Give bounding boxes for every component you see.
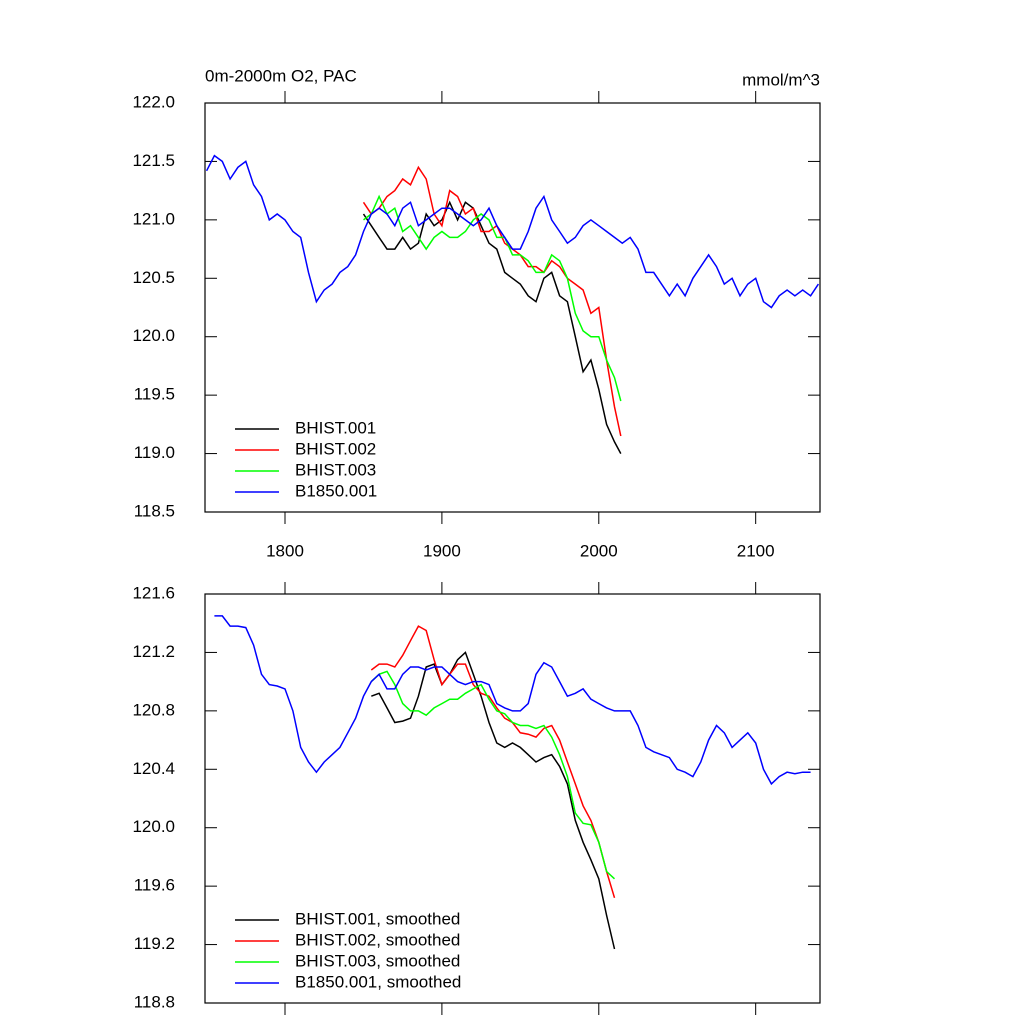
series-line (362, 200, 622, 454)
y-tick-label: 118.8 (134, 992, 175, 1011)
y-tick-label: 120.5 (132, 268, 175, 287)
plot-frame (204, 102, 821, 513)
y-tick-label: 122.0 (132, 92, 175, 111)
y-tick-label: 121.5 (132, 151, 175, 170)
y-tick-label: 118.5 (134, 501, 175, 520)
y-tick-label: 121.0 (132, 209, 175, 228)
y-tick-label: 120.0 (132, 326, 175, 345)
y-tick-label: 119.2 (134, 934, 175, 953)
series-line (371, 651, 616, 950)
legend-label: BHIST.001, smoothed (295, 909, 460, 928)
series-line (214, 615, 811, 786)
chart-title: 0m-2000m O2, PAC (205, 66, 357, 85)
x-tick-label: 1800 (266, 541, 304, 560)
legend-label: BHIST.003, smoothed (295, 951, 460, 970)
series-line (205, 154, 820, 309)
y-tick-label: 120.4 (132, 759, 175, 778)
legend-label: BHIST.003 (295, 460, 376, 479)
x-tick-label: 1900 (423, 541, 461, 560)
plot-frame (204, 593, 821, 1004)
y-tick-label: 121.2 (132, 642, 175, 661)
legend-label: B1850.001 (295, 481, 377, 500)
series-line (370, 670, 616, 880)
y-tick-label: 121.6 (132, 583, 175, 602)
y-tick-label: 119.6 (134, 876, 175, 895)
series-line (362, 165, 622, 437)
legend-label: BHIST.002, smoothed (295, 930, 460, 949)
y-tick-label: 119.5 (134, 385, 175, 404)
y-tick-label: 119.0 (134, 443, 175, 462)
series-line (363, 194, 622, 402)
x-tick-label: 2000 (580, 541, 618, 560)
series-line (370, 625, 616, 899)
legend-label: B1850.001, smoothed (295, 972, 461, 991)
legend-label: BHIST.001 (295, 418, 376, 437)
y-tick-label: 120.8 (132, 700, 175, 719)
x-tick-label: 2100 (737, 541, 775, 560)
legend-label: BHIST.002 (295, 439, 376, 458)
y-tick-label: 120.0 (132, 817, 175, 836)
units-label: mmol/m^3 (742, 70, 820, 89)
